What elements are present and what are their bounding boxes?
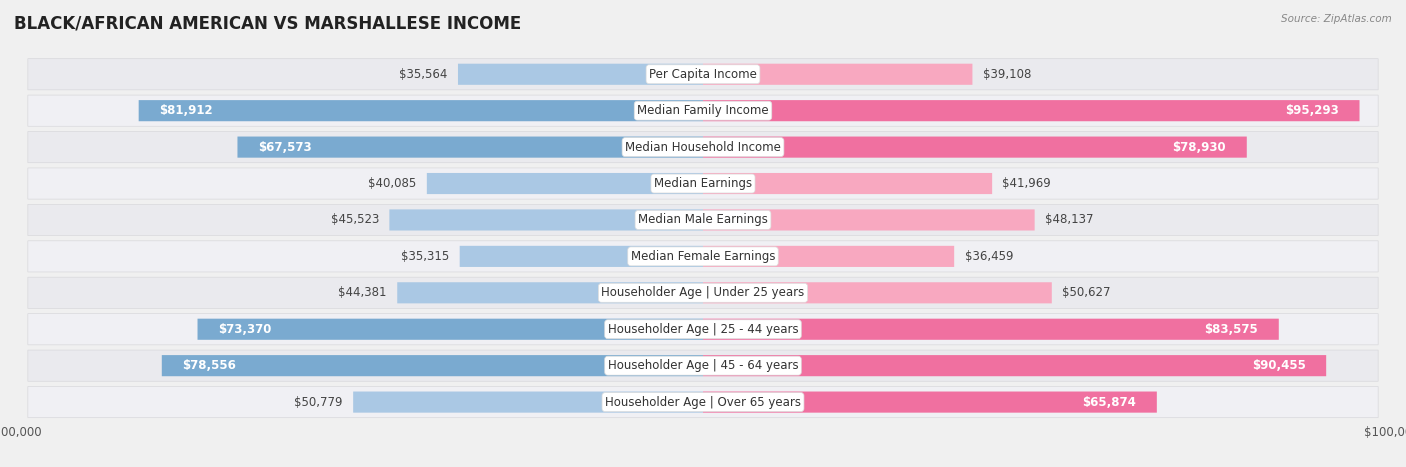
FancyBboxPatch shape [28, 277, 1378, 308]
FancyBboxPatch shape [28, 132, 1378, 163]
Text: $45,523: $45,523 [330, 213, 380, 226]
FancyBboxPatch shape [238, 136, 703, 158]
FancyBboxPatch shape [703, 100, 1360, 121]
FancyBboxPatch shape [703, 64, 973, 85]
FancyBboxPatch shape [703, 173, 993, 194]
FancyBboxPatch shape [703, 246, 955, 267]
Text: BLACK/AFRICAN AMERICAN VS MARSHALLESE INCOME: BLACK/AFRICAN AMERICAN VS MARSHALLESE IN… [14, 14, 522, 32]
FancyBboxPatch shape [197, 318, 703, 340]
FancyBboxPatch shape [28, 95, 1378, 126]
Text: $50,779: $50,779 [294, 396, 343, 409]
Text: Median Household Income: Median Household Income [626, 141, 780, 154]
FancyBboxPatch shape [703, 355, 1326, 376]
FancyBboxPatch shape [28, 387, 1378, 417]
Text: Median Female Earnings: Median Female Earnings [631, 250, 775, 263]
Text: $83,575: $83,575 [1205, 323, 1258, 336]
FancyBboxPatch shape [398, 282, 703, 304]
FancyBboxPatch shape [28, 205, 1378, 235]
FancyBboxPatch shape [427, 173, 703, 194]
FancyBboxPatch shape [703, 391, 1157, 413]
FancyBboxPatch shape [389, 209, 703, 231]
FancyBboxPatch shape [460, 246, 703, 267]
Text: $81,912: $81,912 [159, 104, 212, 117]
Text: $44,381: $44,381 [339, 286, 387, 299]
Text: $40,085: $40,085 [368, 177, 416, 190]
FancyBboxPatch shape [703, 318, 1279, 340]
Text: $78,556: $78,556 [183, 359, 236, 372]
Text: Householder Age | 45 - 64 years: Householder Age | 45 - 64 years [607, 359, 799, 372]
FancyBboxPatch shape [28, 314, 1378, 345]
FancyBboxPatch shape [28, 350, 1378, 381]
FancyBboxPatch shape [703, 136, 1247, 158]
FancyBboxPatch shape [458, 64, 703, 85]
Text: Householder Age | Under 25 years: Householder Age | Under 25 years [602, 286, 804, 299]
FancyBboxPatch shape [28, 59, 1378, 90]
Text: Householder Age | 25 - 44 years: Householder Age | 25 - 44 years [607, 323, 799, 336]
Text: $95,293: $95,293 [1285, 104, 1339, 117]
FancyBboxPatch shape [703, 209, 1035, 231]
Text: $73,370: $73,370 [218, 323, 271, 336]
Text: Median Family Income: Median Family Income [637, 104, 769, 117]
Text: Householder Age | Over 65 years: Householder Age | Over 65 years [605, 396, 801, 409]
Text: $48,137: $48,137 [1045, 213, 1094, 226]
Text: $50,627: $50,627 [1062, 286, 1111, 299]
Text: $90,455: $90,455 [1251, 359, 1306, 372]
Text: $39,108: $39,108 [983, 68, 1031, 81]
Text: Source: ZipAtlas.com: Source: ZipAtlas.com [1281, 14, 1392, 24]
Text: $67,573: $67,573 [259, 141, 312, 154]
FancyBboxPatch shape [703, 282, 1052, 304]
Text: Median Earnings: Median Earnings [654, 177, 752, 190]
FancyBboxPatch shape [353, 391, 703, 413]
FancyBboxPatch shape [139, 100, 703, 121]
Text: Median Male Earnings: Median Male Earnings [638, 213, 768, 226]
Text: $41,969: $41,969 [1002, 177, 1052, 190]
FancyBboxPatch shape [162, 355, 703, 376]
FancyBboxPatch shape [28, 168, 1378, 199]
Text: Per Capita Income: Per Capita Income [650, 68, 756, 81]
Text: $35,315: $35,315 [401, 250, 450, 263]
Text: $78,930: $78,930 [1173, 141, 1226, 154]
Text: $65,874: $65,874 [1083, 396, 1136, 409]
FancyBboxPatch shape [28, 241, 1378, 272]
Text: $36,459: $36,459 [965, 250, 1012, 263]
Text: $35,564: $35,564 [399, 68, 447, 81]
